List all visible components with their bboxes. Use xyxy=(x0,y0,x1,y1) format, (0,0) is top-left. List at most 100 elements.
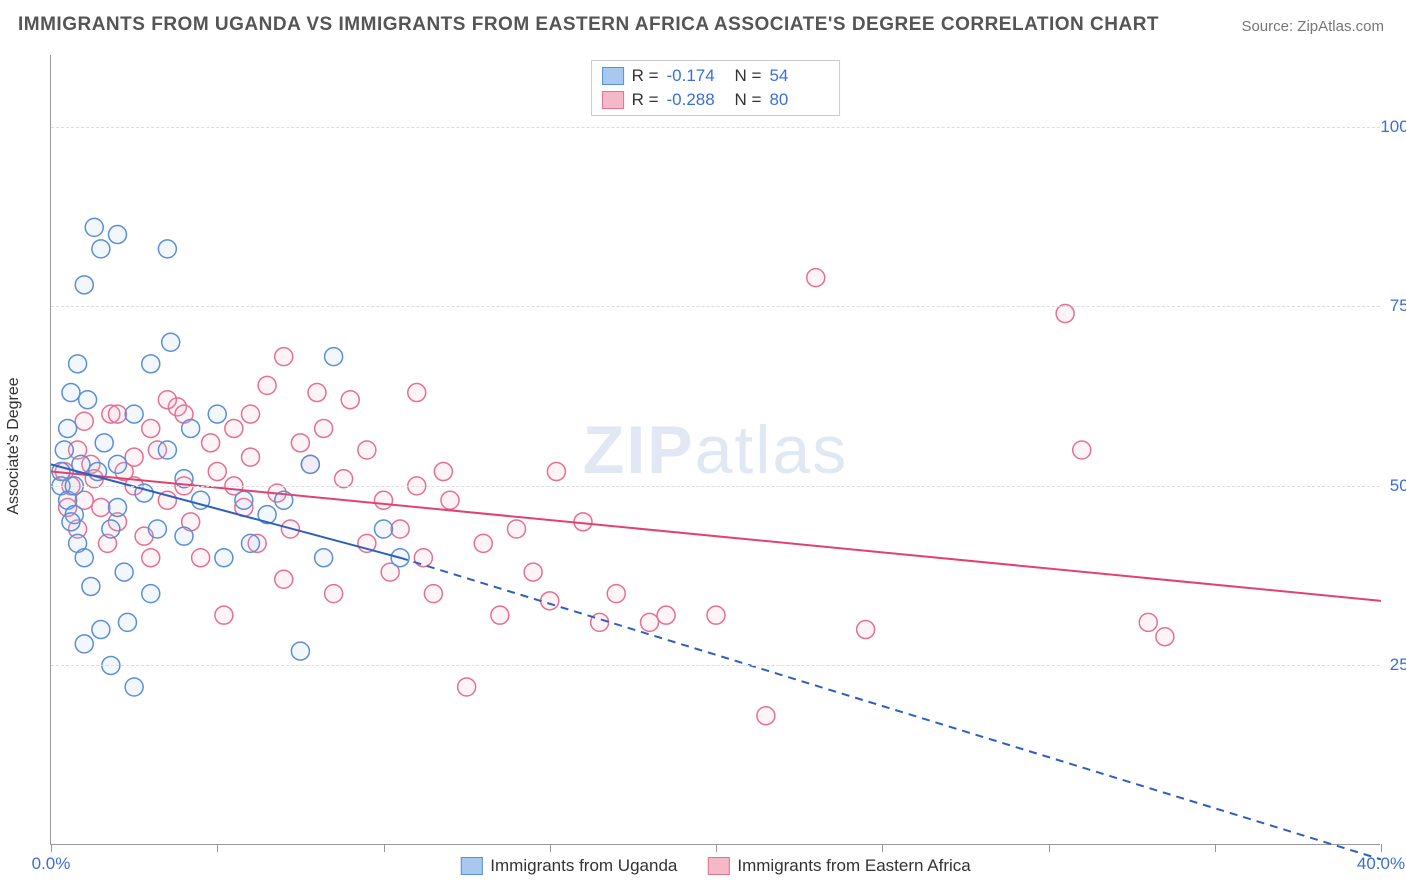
scatter-point xyxy=(242,448,260,466)
scatter-point xyxy=(547,463,565,481)
scatter-point xyxy=(142,355,160,373)
r-value-uganda: -0.174 xyxy=(667,66,727,86)
scatter-point xyxy=(158,441,176,459)
scatter-point xyxy=(375,491,393,509)
x-tick xyxy=(384,844,385,852)
x-tick xyxy=(716,844,717,852)
scatter-point xyxy=(192,549,210,567)
scatter-point xyxy=(75,549,93,567)
plot-area: ZIPatlas R = -0.174 N = 54 R = -0.288 N … xyxy=(50,55,1380,845)
scatter-point xyxy=(591,613,609,631)
n-value-ea: 80 xyxy=(769,90,829,110)
scatter-point xyxy=(325,348,343,366)
y-tick-label: 100.0% xyxy=(1380,117,1406,137)
swatch-uganda xyxy=(602,67,624,85)
scatter-point xyxy=(175,527,193,545)
gridline xyxy=(51,486,1380,487)
scatter-point xyxy=(315,419,333,437)
legend-row-uganda: R = -0.174 N = 54 xyxy=(602,64,830,88)
scatter-point xyxy=(235,491,253,509)
scatter-point xyxy=(142,549,160,567)
scatter-point xyxy=(85,218,103,236)
scatter-point xyxy=(162,333,180,351)
scatter-point xyxy=(225,419,243,437)
scatter-point xyxy=(275,570,293,588)
scatter-point xyxy=(115,563,133,581)
scatter-point xyxy=(148,520,166,538)
scatter-point xyxy=(118,613,136,631)
scatter-point xyxy=(109,455,127,473)
scatter-point xyxy=(541,592,559,610)
scatter-point xyxy=(1073,441,1091,459)
scatter-point xyxy=(95,434,113,452)
scatter-point xyxy=(434,463,452,481)
source-label: Source: ZipAtlas.com xyxy=(1241,18,1384,35)
scatter-point xyxy=(109,405,127,423)
scatter-point xyxy=(208,405,226,423)
scatter-point xyxy=(202,434,220,452)
scatter-point xyxy=(69,355,87,373)
scatter-point xyxy=(375,520,393,538)
x-tick xyxy=(1049,844,1050,852)
y-tick-label: 50.0% xyxy=(1390,476,1406,496)
scatter-point xyxy=(607,585,625,603)
chart-title: IMMIGRANTS FROM UGANDA VS IMMIGRANTS FRO… xyxy=(18,14,1159,36)
scatter-point xyxy=(325,585,343,603)
x-tick xyxy=(1381,844,1382,852)
scatter-point xyxy=(757,707,775,725)
x-tick xyxy=(882,844,883,852)
scatter-point xyxy=(208,463,226,481)
scatter-point xyxy=(291,434,309,452)
scatter-point xyxy=(275,348,293,366)
scatter-point xyxy=(62,513,80,531)
scatter-point xyxy=(308,384,326,402)
x-tick xyxy=(550,844,551,852)
legend-item-uganda: Immigrants from Uganda xyxy=(460,856,677,876)
scatter-point xyxy=(125,448,143,466)
scatter-point xyxy=(641,613,659,631)
gridline xyxy=(51,127,1380,128)
scatter-point xyxy=(158,391,176,409)
scatter-point xyxy=(424,585,442,603)
scatter-point xyxy=(92,498,110,516)
scatter-point xyxy=(408,384,426,402)
scatter-point xyxy=(109,226,127,244)
scatter-point xyxy=(524,563,542,581)
scatter-point xyxy=(491,606,509,624)
x-tick xyxy=(217,844,218,852)
scatter-point xyxy=(215,606,233,624)
x-tick xyxy=(1215,844,1216,852)
scatter-point xyxy=(109,498,127,516)
scatter-point xyxy=(55,441,73,459)
scatter-point xyxy=(182,419,200,437)
legend-row-ea: R = -0.288 N = 80 xyxy=(602,88,830,112)
gridline xyxy=(51,306,1380,307)
scatter-point xyxy=(807,269,825,287)
scatter-point xyxy=(1156,628,1174,646)
scatter-point xyxy=(458,678,476,696)
swatch-ea-bottom xyxy=(707,857,729,875)
series-legend: Immigrants from Uganda Immigrants from E… xyxy=(460,856,970,876)
scatter-point xyxy=(92,621,110,639)
gridline xyxy=(51,665,1380,666)
y-tick-label: 25.0% xyxy=(1390,655,1406,675)
scatter-point xyxy=(474,534,492,552)
scatter-point xyxy=(291,642,309,660)
scatter-point xyxy=(75,635,93,653)
y-tick-label: 75.0% xyxy=(1390,296,1406,316)
scatter-point xyxy=(391,520,409,538)
legend-item-ea: Immigrants from Eastern Africa xyxy=(707,856,970,876)
scatter-point xyxy=(125,678,143,696)
correlation-legend: R = -0.174 N = 54 R = -0.288 N = 80 xyxy=(591,60,841,116)
r-value-ea: -0.288 xyxy=(667,90,727,110)
scatter-point xyxy=(315,549,333,567)
scatter-point xyxy=(142,585,160,603)
scatter-point xyxy=(59,419,77,437)
scatter-point xyxy=(75,276,93,294)
n-label-ea: N = xyxy=(735,90,762,110)
scatter-point xyxy=(341,391,359,409)
x-tick xyxy=(51,844,52,852)
scatter-point xyxy=(142,419,160,437)
scatter-point xyxy=(75,412,93,430)
scatter-point xyxy=(1139,613,1157,631)
